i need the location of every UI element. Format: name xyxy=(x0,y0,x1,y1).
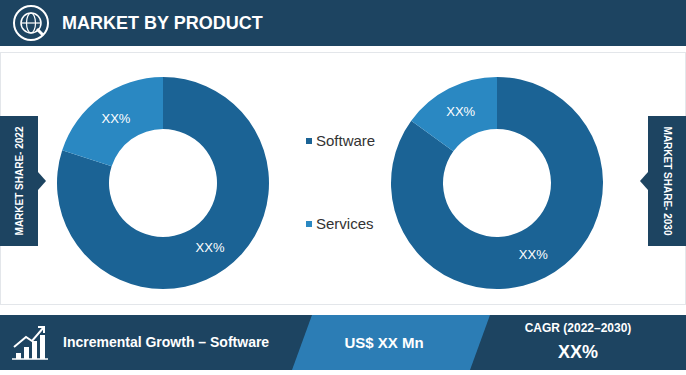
growth-icon xyxy=(12,327,48,359)
cagr-value: XX% xyxy=(558,342,598,362)
slices xyxy=(57,77,269,289)
content-frame xyxy=(1,53,686,305)
tab-arrow xyxy=(640,172,648,190)
legend-label: Software xyxy=(316,132,375,149)
legend-label: Services xyxy=(316,215,374,232)
data-label: XX% xyxy=(446,104,475,119)
icon-bar xyxy=(40,335,45,359)
footer-bar xyxy=(0,315,686,370)
data-label: XX% xyxy=(102,111,131,126)
infographic: MARKET BY PRODUCT XX% XX% MARKET SHARE- 202… xyxy=(0,0,686,375)
tab-title: MARKET SHARE- 2022 xyxy=(14,126,25,235)
tab-box xyxy=(648,116,686,246)
legend-swatch xyxy=(306,221,312,227)
page: MARKET BY PRODUCT XX% XX% MARKET SHARE- 202… xyxy=(0,0,686,375)
data-label: XX% xyxy=(196,240,225,255)
tab-arrow xyxy=(38,172,46,190)
growth-label: Incremental Growth – Software xyxy=(63,334,269,350)
icon-baseline xyxy=(12,358,48,360)
header-title: MARKET BY PRODUCT xyxy=(62,13,263,33)
header-bar xyxy=(0,0,686,46)
icon-arrow xyxy=(14,327,44,347)
icon-bar xyxy=(16,353,21,359)
slice xyxy=(57,77,269,289)
cagr-label: CAGR (2022–2030) xyxy=(525,321,632,335)
icon-handle xyxy=(37,29,43,35)
tab-box xyxy=(0,116,38,246)
slice xyxy=(411,77,497,151)
footer-highlight xyxy=(292,315,490,370)
donut-chart: XX% XX% xyxy=(57,77,269,289)
icon-bar xyxy=(24,347,29,359)
side-tab: MARKET SHARE- 2022 xyxy=(0,116,46,246)
slice xyxy=(62,77,163,166)
tab-title: MARKET SHARE- 2030 xyxy=(662,127,673,236)
growth-value: US$ XX Mn xyxy=(344,334,423,351)
icon-bar xyxy=(32,341,37,359)
slice xyxy=(391,77,603,289)
slices xyxy=(391,77,603,289)
donut-chart: XX% XX% xyxy=(391,77,603,289)
legend-swatch xyxy=(306,138,312,144)
icon-equator xyxy=(21,22,41,23)
icon-ring xyxy=(14,6,48,40)
legend: Software Services xyxy=(306,132,375,232)
header-icon xyxy=(14,6,48,40)
side-tab: MARKET SHARE- 2030 xyxy=(640,116,686,246)
data-label: XX% xyxy=(519,247,548,262)
